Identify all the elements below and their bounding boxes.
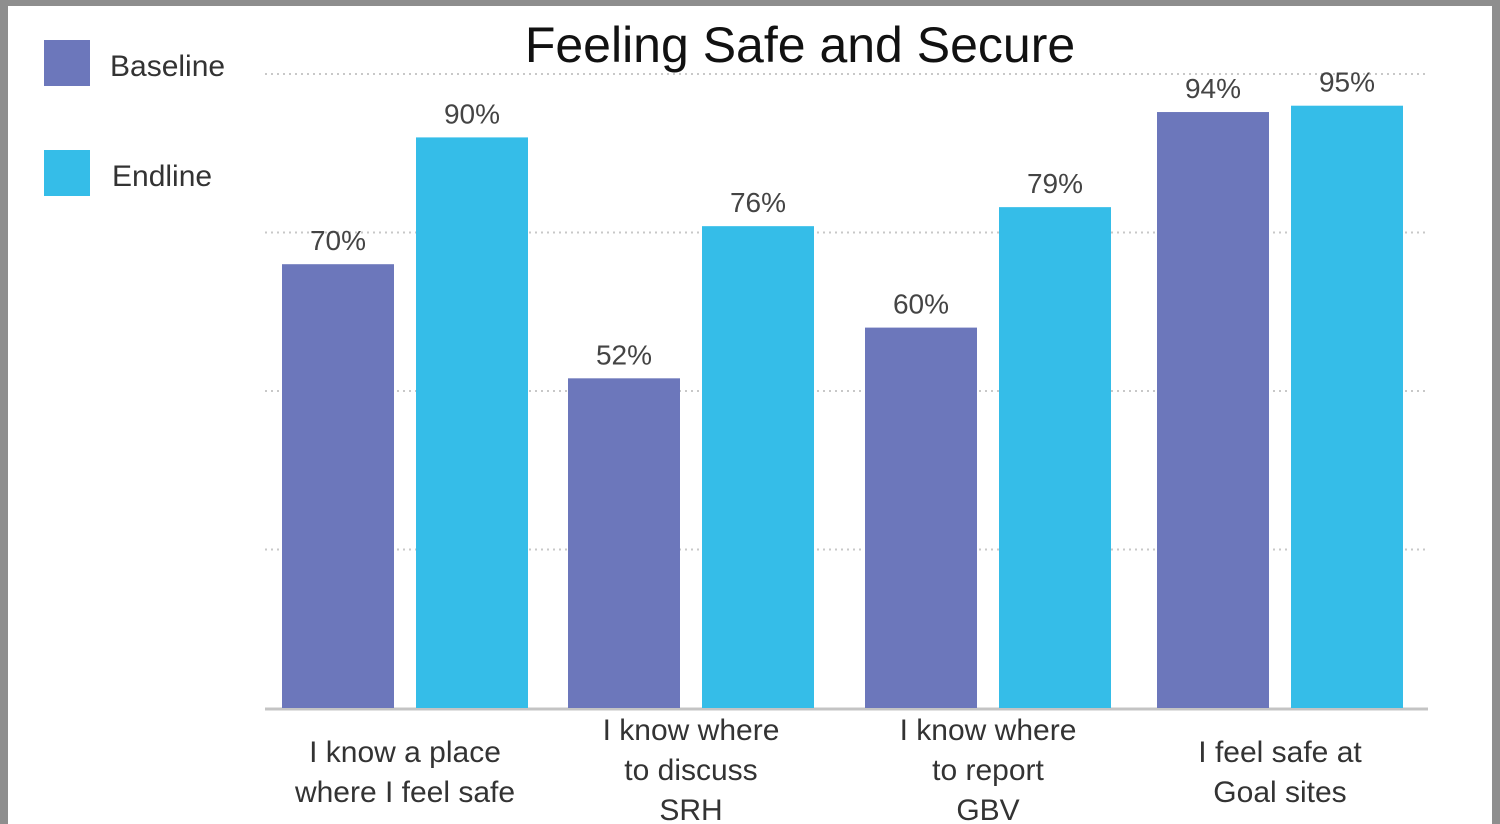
bar-endline-2 (999, 207, 1111, 708)
category-label-1: I know where to discuss SRH (603, 714, 780, 824)
bar-baseline-2 (865, 327, 977, 708)
bar-baseline-0 (282, 264, 394, 708)
chart-title: Feeling Safe and Secure (524, 17, 1076, 73)
data-label-endline-0: 90% (444, 98, 500, 129)
bar-chart: 70% 90% I know a place where I feel safe 52%… (265, 67, 1428, 824)
data-label-baseline-0: 70% (310, 225, 366, 256)
legend-swatch-endline (44, 150, 90, 196)
bar-endline-3 (1291, 105, 1403, 708)
chart-frame: Feeling Safe and Secure Baseline Endline… (8, 6, 1492, 824)
bar-baseline-3 (1157, 112, 1269, 709)
legend-swatch-baseline (44, 40, 90, 86)
bar-baseline-1 (568, 378, 680, 708)
data-label-baseline-3: 94% (1185, 73, 1241, 104)
bar-endline-1 (702, 226, 814, 708)
data-label-endline-3: 95% (1319, 67, 1375, 98)
legend-label-baseline: Baseline (110, 50, 226, 83)
data-label-endline-2: 79% (1027, 168, 1083, 199)
data-label-baseline-2: 60% (893, 289, 949, 320)
category-label-0: I know a place where I feel safe (294, 736, 515, 809)
data-label-endline-1: 76% (730, 187, 786, 218)
bar-endline-0 (416, 137, 528, 708)
category-label-3: I feel safe at Goal sites (1198, 736, 1362, 809)
legend-label-endline: Endline (112, 160, 213, 193)
data-label-baseline-1: 52% (596, 339, 652, 370)
category-label-2: I know where to report GBV (900, 714, 1077, 824)
